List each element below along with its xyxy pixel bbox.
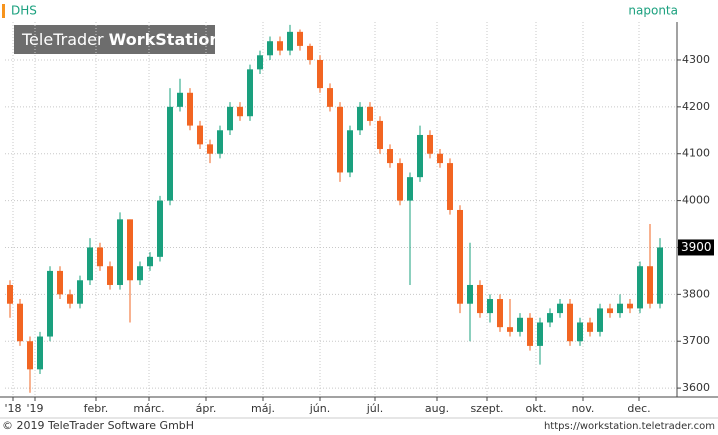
candle-body — [117, 219, 123, 285]
candle-body — [287, 31, 293, 51]
symbol: DHS — [11, 4, 37, 18]
candle-body — [267, 41, 273, 56]
candle-body — [537, 322, 543, 346]
candle-body — [347, 130, 353, 173]
y-tick-label: 4200 — [682, 100, 710, 113]
candle-body — [237, 106, 243, 117]
candle-body — [257, 55, 263, 70]
candle-body — [87, 247, 93, 281]
candle-body — [397, 163, 403, 201]
candle-body — [427, 134, 433, 154]
candle-body — [197, 125, 203, 145]
x-tick-label: márc. — [133, 402, 164, 415]
candle-body — [587, 322, 593, 332]
x-tick-label: '18 — [4, 402, 21, 415]
logo-bold: WorkStation — [109, 30, 221, 49]
candle-body — [487, 299, 493, 314]
candle-body — [17, 303, 23, 342]
candle-body — [637, 266, 643, 309]
candle-body — [127, 219, 133, 281]
candle-body — [597, 308, 603, 332]
url: https://workstation.teletrader.com — [544, 421, 715, 432]
logo-text: TeleTrader WorkStation — [21, 30, 221, 49]
candle-body — [457, 209, 463, 304]
candle-body — [577, 322, 583, 342]
logo-box — [14, 25, 215, 54]
candle-body — [47, 270, 53, 337]
y-tick-label: 4100 — [682, 147, 710, 160]
candle-body — [357, 106, 363, 131]
candle-body — [327, 88, 333, 107]
x-tick-label: nov. — [572, 402, 595, 415]
candle-body — [67, 294, 73, 304]
candle-body — [507, 327, 513, 332]
candle-body — [27, 341, 33, 370]
y-tick-label: 3600 — [682, 381, 710, 394]
candle-body — [607, 308, 613, 314]
candle-body — [657, 247, 663, 304]
candle-body — [307, 45, 313, 60]
x-tick-label: aug. — [425, 402, 449, 415]
y-tick-label: 3700 — [682, 334, 710, 347]
candle-body — [337, 106, 343, 173]
last-price-label: 3900 — [681, 240, 712, 254]
candle-body — [627, 303, 633, 309]
symbol-marker — [2, 4, 5, 18]
candle-body — [367, 106, 373, 121]
last-price-box — [678, 239, 714, 256]
candle-body — [247, 69, 253, 117]
candle-body — [407, 177, 413, 201]
x-tick-label: júl. — [366, 402, 384, 415]
candle-body — [497, 299, 503, 328]
candle-body — [217, 130, 223, 154]
candle-body — [7, 284, 13, 304]
candle-body — [317, 59, 323, 89]
x-tick-label: febr. — [84, 402, 109, 415]
candle-body — [277, 41, 283, 51]
candle-body — [417, 134, 423, 178]
candle-body — [467, 284, 473, 304]
candle-body — [517, 317, 523, 332]
x-tick-label: '19 — [26, 402, 43, 415]
y-tick-label: 3800 — [682, 287, 710, 300]
candle-body — [137, 266, 143, 281]
candle-body — [557, 303, 563, 314]
candle-body — [297, 31, 303, 46]
interval: naponta — [628, 4, 678, 18]
x-tick-label: dec. — [627, 402, 650, 415]
y-tick-label: 4300 — [682, 53, 710, 66]
candle-body — [37, 336, 43, 370]
candle-body — [527, 317, 533, 346]
candle-body — [57, 270, 63, 295]
candle-body — [107, 266, 113, 285]
candle-body — [177, 92, 183, 107]
candle-body — [387, 149, 393, 164]
candle-body — [437, 153, 443, 164]
x-tick-label: szept. — [470, 402, 503, 415]
candle-body — [167, 106, 173, 201]
candle-body — [647, 266, 653, 304]
candle-body — [97, 247, 103, 267]
candle-body — [617, 303, 623, 314]
x-tick-label: ápr. — [196, 402, 217, 415]
logo-light: TeleTrader — [21, 30, 104, 49]
candle-body — [547, 313, 553, 323]
candle-body — [377, 120, 383, 150]
x-tick-label: okt. — [526, 402, 547, 415]
x-tick-label: máj. — [251, 402, 275, 415]
y-tick-label: 4000 — [682, 194, 710, 207]
candle-body — [567, 303, 573, 342]
copyright: © 2019 TeleTrader Software GmbH — [2, 419, 194, 432]
candle-body — [227, 106, 233, 131]
x-tick-label: jún. — [309, 402, 331, 415]
candle-body — [77, 280, 83, 304]
candle-body — [147, 256, 153, 267]
candle-body — [157, 200, 163, 257]
candle-body — [187, 92, 193, 126]
candle-body — [477, 284, 483, 314]
candle-body — [447, 163, 453, 210]
candle-body — [207, 144, 213, 154]
